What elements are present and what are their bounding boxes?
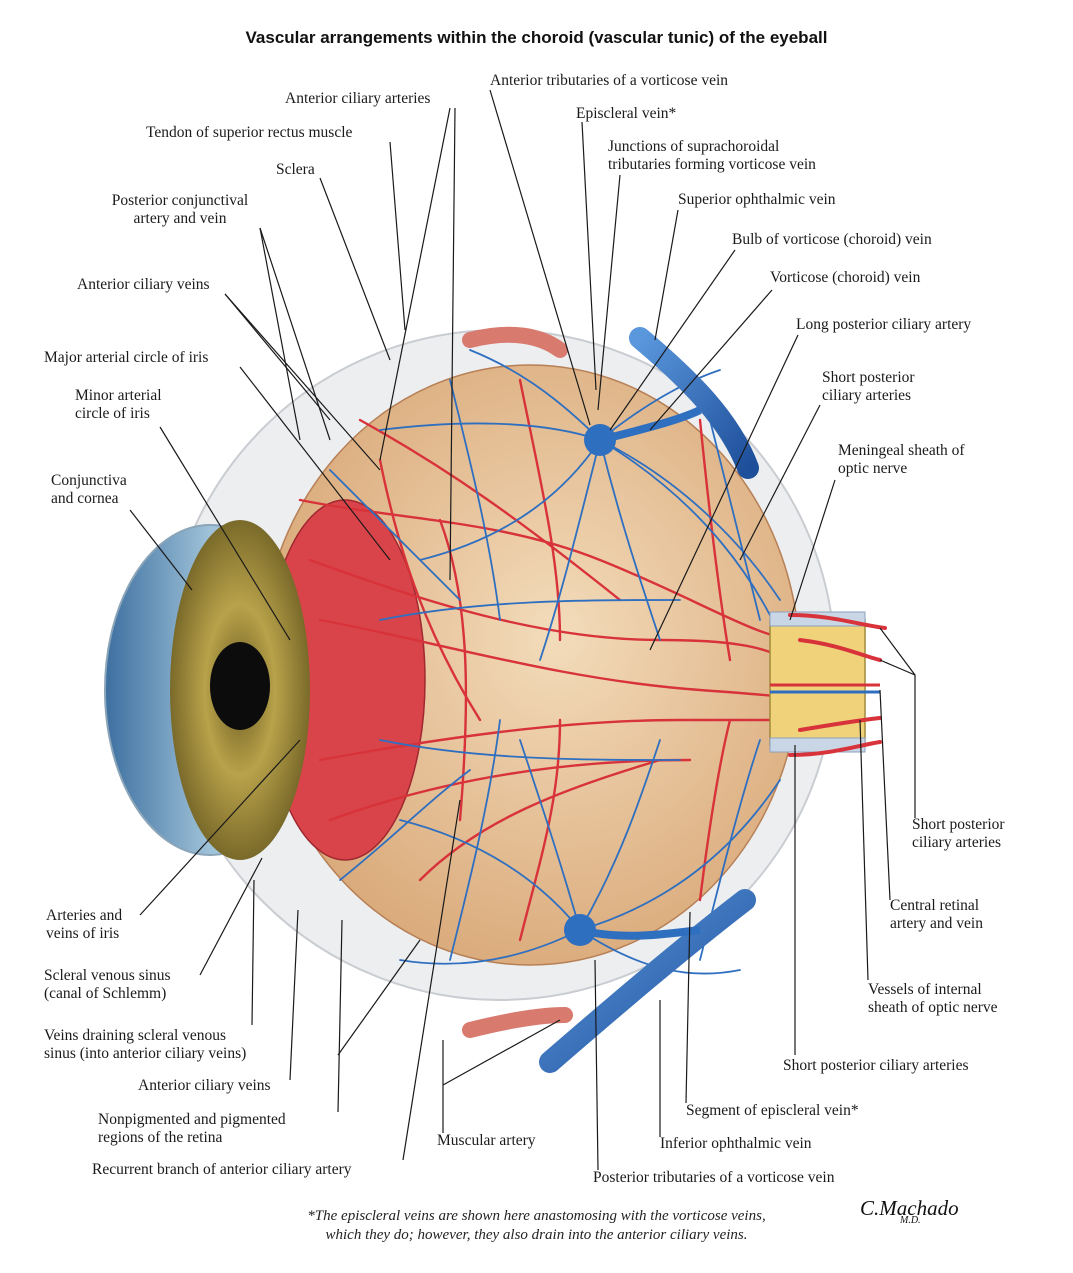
inferior-muscle — [462, 1007, 573, 1038]
label-vorticose-choroid-vein: Vorticose (choroid) vein — [770, 269, 921, 286]
label-meningeal-line2: optic nerve — [838, 460, 908, 477]
footnote-line2: which they do; however, they also drain … — [325, 1227, 748, 1243]
label-vessels-internal-line2: sheath of optic nerve — [868, 999, 998, 1016]
label-segment-episcleral: Segment of episcleral vein* — [686, 1102, 859, 1119]
label-anterior-ciliary-veins-top: Anterior ciliary veins — [77, 276, 210, 293]
label-scleral-sinus-line2: (canal of Schlemm) — [44, 985, 167, 1002]
footnote: *The episcleral veins are shown here ana… — [0, 1207, 1073, 1245]
footnote-line1: *The episcleral veins are shown here ana… — [307, 1208, 766, 1224]
inferior-ophthalmic-vein — [539, 889, 756, 1073]
label-anterior-ciliary-arteries: Anterior ciliary arteries — [285, 90, 431, 107]
superior-rectus-tendon — [462, 326, 568, 358]
label-veins-draining-line2: sinus (into anterior ciliary veins) — [44, 1045, 247, 1062]
artist-signature: C.Machado M.D. — [860, 1196, 959, 1226]
superior-ophthalmic-vein — [629, 327, 759, 479]
label-posterior-tributaries-vorticose: Posterior tributaries of a vorticose vei… — [593, 1169, 835, 1186]
label-recurrent-branch: Recurrent branch of anterior ciliary art… — [92, 1161, 352, 1178]
label-meningeal-line1: Meningeal sheath of — [838, 442, 965, 459]
label-episcleral-vein: Episcleral vein* — [576, 105, 677, 122]
label-conjunctiva-line2: and cornea — [51, 490, 119, 507]
label-minor-arterial-line1: Minor arterial — [75, 387, 162, 404]
optic-nerve — [769, 611, 880, 753]
label-veins-draining-line1: Veins draining scleral venous — [44, 1027, 227, 1044]
label-nonpigmented-line1: Nonpigmented and pigmented — [98, 1111, 286, 1128]
label-conjunctiva-line1: Conjunctiva — [51, 472, 127, 489]
label-short-posterior-top-line1: Short posterior — [822, 369, 915, 386]
label-long-posterior-ciliary-artery: Long posterior ciliary artery — [796, 316, 972, 333]
label-posterior-conjunctival-line1: Posterior conjunctival — [111, 192, 249, 209]
label-anterior-ciliary-veins-bottom: Anterior ciliary veins — [138, 1077, 271, 1094]
signature-suffix: M.D. — [900, 1215, 921, 1226]
label-arteries-veins-iris-line2: veins of iris — [46, 925, 120, 942]
label-bulb-vorticose: Bulb of vorticose (choroid) vein — [732, 231, 932, 248]
label-junctions-line2: tributaries forming vorticose vein — [608, 156, 816, 173]
label-arteries-veins-iris-line1: Arteries and — [46, 907, 123, 924]
label-major-arterial-circle: Major arterial circle of iris — [44, 349, 209, 366]
label-muscular-artery: Muscular artery — [437, 1132, 536, 1149]
label-superior-ophthalmic-vein: Superior ophthalmic vein — [678, 191, 836, 208]
pupil — [210, 642, 270, 730]
label-short-posterior-top-line2: ciliary arteries — [822, 387, 912, 404]
label-nonpigmented-line2: regions of the retina — [98, 1129, 223, 1146]
label-central-retinal-line1: Central retinal — [890, 897, 980, 914]
label-anterior-tributaries-vorticose: Anterior tributaries of a vorticose vein — [490, 72, 729, 89]
label-tendon-superior-rectus: Tendon of superior rectus muscle — [146, 124, 353, 141]
leader-lines — [129, 89, 916, 1171]
label-vessels-internal-line1: Vessels of internal — [868, 981, 982, 998]
label-scleral-sinus-line1: Scleral venous sinus — [44, 967, 171, 984]
signature-name: C.Machado — [860, 1196, 959, 1220]
short-posterior-ciliary-vessels — [788, 613, 887, 757]
label-inferior-ophthalmic-vein: Inferior ophthalmic vein — [660, 1135, 812, 1152]
label-short-posterior-right-line1: Short posterior — [912, 816, 1005, 833]
label-sclera: Sclera — [276, 161, 315, 178]
label-short-posterior-right-line2: ciliary arteries — [912, 834, 1002, 851]
choroid-veins — [329, 349, 791, 975]
label-minor-arterial-line2: circle of iris — [75, 405, 150, 422]
label-short-posterior-bottom: Short posterior ciliary arteries — [783, 1057, 969, 1074]
label-junctions-line1: Junctions of suprachoroidal — [608, 138, 780, 155]
label-central-retinal-line2: artery and vein — [890, 915, 983, 932]
page-title: Vascular arrangements within the choroid… — [245, 28, 828, 47]
label-posterior-conjunctival-line2: artery and vein — [133, 210, 227, 227]
